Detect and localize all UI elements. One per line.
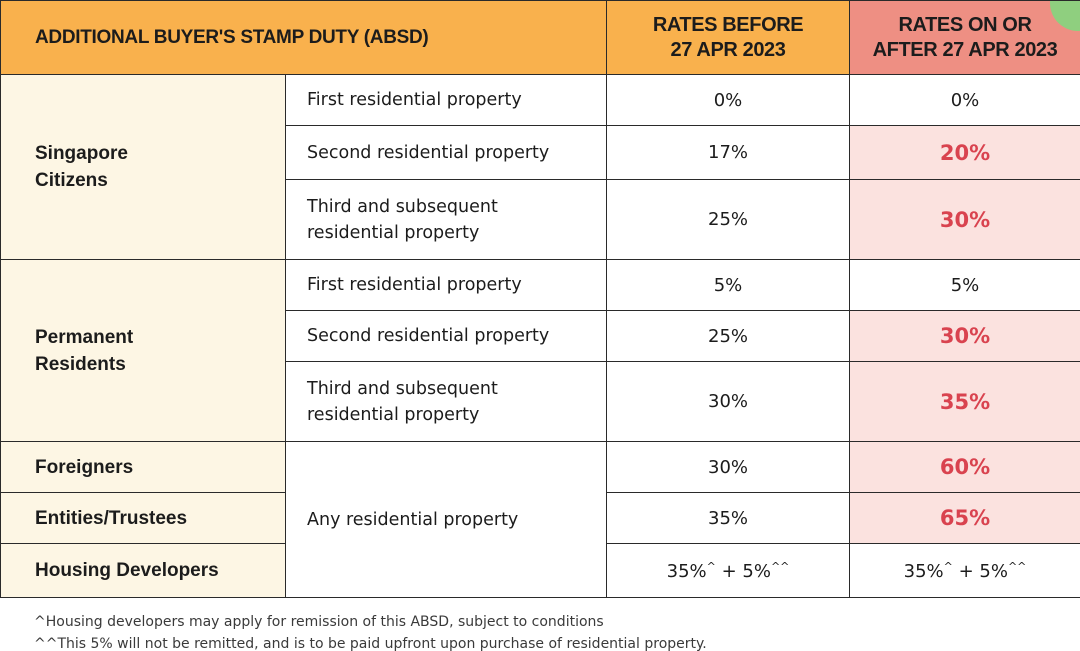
- property-type-cell-any: Any residential property: [284, 441, 608, 598]
- table-row: Third and subsequent residential propert…: [1, 179, 1080, 260]
- rate-after-cell-highlighted: 20%: [849, 125, 1080, 180]
- rate-before-cell: 17%: [606, 125, 851, 180]
- footnotes: ^Housing developers may apply for remiss…: [34, 611, 707, 651]
- footnote-mark: ^^: [770, 559, 790, 573]
- property-type-cell: Second residential property: [284, 125, 608, 180]
- table-row: Entities/Trustees 35% 65%: [0, 492, 1080, 544]
- rate-before-cell: 30%: [606, 361, 851, 442]
- group-permanent-residents: Permanent Residents: [0, 259, 286, 442]
- rate-after-cell: 35%^ + 5%^^: [849, 543, 1080, 598]
- rates-after-header-line1: RATES ON OR: [898, 13, 1032, 36]
- table-row: Third and subsequent residential propert…: [1, 361, 1080, 442]
- rate-after-cell-highlighted: 35%: [849, 361, 1080, 442]
- footnote-mark: ^: [943, 559, 953, 573]
- rate-after-cell-highlighted: 65%: [849, 492, 1080, 544]
- rate-after-cell-highlighted: 30%: [849, 179, 1080, 260]
- group-label-line2: Residents: [35, 353, 126, 375]
- property-type-cell: Third and subsequent residential propert…: [284, 179, 608, 260]
- property-type-label: Any residential property: [307, 509, 519, 530]
- rate-before-cell: 35%^ + 5%^^: [606, 543, 851, 598]
- footnote-1: ^Housing developers may apply for remiss…: [34, 614, 604, 630]
- rate-after-cell-highlighted: 30%: [849, 310, 1080, 362]
- table-row: Second residential property 25% 30%: [1, 310, 1080, 362]
- property-type-cell: First residential property: [284, 74, 608, 126]
- property-type-label: First residential property: [307, 90, 522, 110]
- table-row: Permanent Residents First residential pr…: [0, 259, 1080, 442]
- table-title: ADDITIONAL BUYER'S STAMP DUTY (ABSD): [0, 0, 608, 75]
- footnote-2: ^^This 5% will not be remitted, and is t…: [34, 636, 707, 651]
- property-type-cell: First residential property: [284, 259, 608, 311]
- group-label-line2: Citizens: [35, 170, 108, 191]
- rate-before-cell: 25%: [606, 310, 851, 362]
- rate-after-cell: 0%: [849, 74, 1080, 126]
- rate-after-cell-highlighted: 60%: [849, 441, 1080, 493]
- rate-plus: + 5%: [715, 560, 771, 582]
- property-type-cell: Third and subsequent residential propert…: [284, 361, 608, 442]
- rate-before-cell: 30%: [606, 441, 851, 493]
- absd-rates-table: ADDITIONAL BUYER'S STAMP DUTY (ABSD) RAT…: [0, 0, 1080, 598]
- rates-after-header-line2: AFTER 27 APR 2023: [872, 38, 1058, 61]
- rate-after-cell: 5%: [849, 259, 1080, 311]
- property-type-label: Second residential property: [307, 142, 550, 163]
- property-type-label-line1: Third and subsequent: [307, 196, 498, 217]
- rates-before-header-line1: RATES BEFORE: [652, 13, 804, 36]
- rate-before-cell: 5%: [606, 259, 851, 311]
- property-type-label-line1: Third and subsequent: [307, 378, 498, 399]
- group-entities-trustees: Entities/Trustees: [0, 492, 286, 544]
- group-foreigners: Foreigners: [0, 441, 286, 493]
- rate-before-cell: 35%: [606, 492, 851, 544]
- property-type-label-line2: residential property: [307, 222, 480, 243]
- table-row: Housing Developers 35%^ + 5%^^ 35%^ + 5%…: [0, 543, 1080, 598]
- property-type-cell: Second residential property: [284, 310, 608, 362]
- rate-main: 35%: [666, 560, 707, 582]
- group-singapore-citizens: Singapore Citizens: [0, 74, 286, 260]
- rate-before-cell: 0%: [606, 74, 851, 126]
- property-type-label-line2: residential property: [307, 404, 480, 425]
- property-type-label: Second residential property: [307, 326, 550, 346]
- property-type-label: First residential property: [307, 275, 522, 295]
- footnote-mark: ^^: [1007, 559, 1027, 573]
- table-header-row: ADDITIONAL BUYER'S STAMP DUTY (ABSD) RAT…: [0, 0, 1080, 75]
- group-housing-developers: Housing Developers: [0, 543, 286, 598]
- rates-before-header: RATES BEFORE 27 APR 2023: [606, 0, 851, 75]
- rate-main: 35%: [903, 560, 944, 582]
- table-row: Singapore Citizens First residential pro…: [0, 74, 1080, 260]
- rate-before-cell: 25%: [606, 179, 851, 260]
- table-row: Second residential property 17% 20%: [1, 125, 1080, 180]
- table-row: Foreigners Any residential property 30% …: [0, 441, 1080, 598]
- rates-after-header: RATES ON OR AFTER 27 APR 2023: [849, 0, 1080, 75]
- group-label-line1: Singapore: [35, 143, 128, 164]
- group-label-line1: Permanent: [35, 326, 134, 348]
- rate-plus: + 5%: [952, 560, 1008, 582]
- footnote-mark: ^: [706, 559, 716, 573]
- rates-before-header-line2: 27 APR 2023: [670, 38, 786, 61]
